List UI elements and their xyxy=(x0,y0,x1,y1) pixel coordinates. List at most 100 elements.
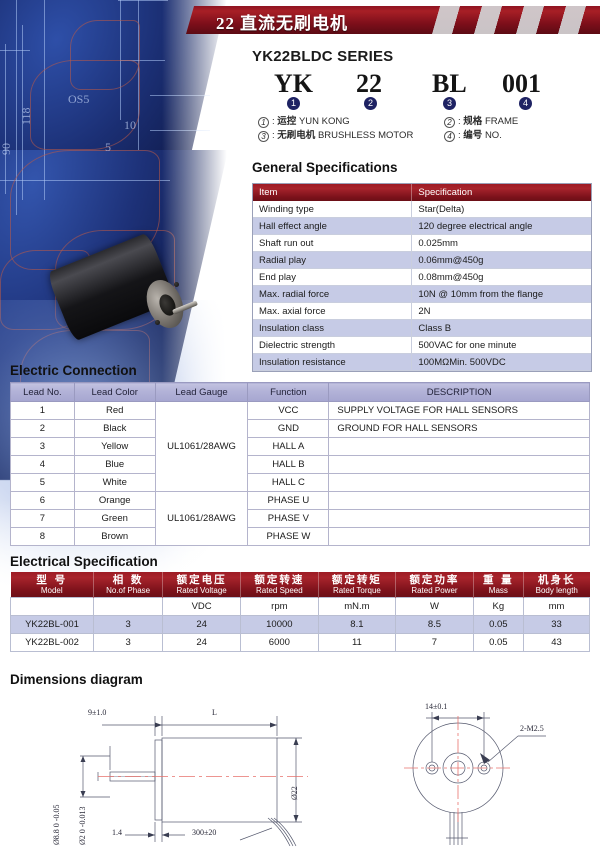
es-header-col-2: 额定电压 Rated Voltage xyxy=(162,572,242,598)
banner-stripes xyxy=(432,6,600,34)
es-cell-value: 3 xyxy=(93,633,164,653)
electrical-specification-table: 型 号 Model 相 数 No.of Phase 额定电压 Rated Voltage 额… xyxy=(9,572,591,653)
general-specifications-table: Item Specification Winding type Star(Delt… xyxy=(252,183,592,372)
dim-thread-spec: 2-M2.5 xyxy=(520,724,544,733)
es-cell-unit: mm xyxy=(522,597,591,617)
banner-title-text: 直流无刷电机 xyxy=(240,14,348,34)
ec-header-description: DESCRIPTION xyxy=(328,382,590,402)
series-header-block: YK22BLDC SERIES YK 1 22 2 BL 3 001 4 1: … xyxy=(252,48,600,145)
legend-number-1: 1 xyxy=(258,117,269,128)
ec-header-lead-no: Lead No. xyxy=(10,382,75,402)
series-name: YK22BLDC SERIES xyxy=(252,48,394,65)
table-row: 1 Red UL1061/28AWG VCC SUPPLY VOLTAGE FOR HA… xyxy=(10,401,590,492)
table-row: End play 0.08mm@450g xyxy=(253,268,591,286)
es-cell-value: 11 xyxy=(317,633,397,653)
part-segment-4: 001 xyxy=(502,69,541,98)
legend-cn-1: 运控 xyxy=(277,116,297,127)
part-marker-4: 4 xyxy=(519,97,532,110)
es-cell-unit xyxy=(9,597,95,617)
gs-cell-item: Dielectric strength xyxy=(253,336,412,354)
table-row: YK22BL-002 3 24 6000 11 7 0.05 43 xyxy=(9,633,591,653)
gs-cell-specification: 0.025mm xyxy=(411,234,591,252)
gs-cell-item: Hall effect angle xyxy=(253,217,412,235)
gs-cell-specification: 500VAC for one minute xyxy=(411,336,591,354)
legend-en-3: BRUSHLESS MOTOR xyxy=(317,130,414,141)
table-row: YK22BL-001 3 24 10000 8.1 8.5 0.05 33 xyxy=(9,615,591,635)
gs-cell-item: Winding type xyxy=(253,201,412,218)
gs-cell-item: Insulation class xyxy=(253,319,412,337)
front-view-drawing xyxy=(404,712,546,845)
table-row: Radial play 0.06mm@450g xyxy=(253,251,591,269)
gs-cell-specification: Class B xyxy=(411,319,591,337)
blueprint-line xyxy=(22,25,23,200)
dim-outer-diameter: Ø22 xyxy=(290,786,299,800)
es-header-en: Body length xyxy=(535,586,578,596)
banner-number: 22 xyxy=(216,14,235,33)
dim-hole-pitch: 14±0.1 xyxy=(425,702,448,711)
ec-cell-lead-color: White xyxy=(73,473,156,492)
gs-cell-specification: 0.08mm@450g xyxy=(411,268,591,286)
table-row: 5 White HALL C xyxy=(10,473,590,492)
legend-cn-2: 规格 xyxy=(463,116,483,127)
legend-cn-4: 编号 xyxy=(463,130,483,141)
table-row: Dielectric strength 500VAC for one minute xyxy=(253,336,591,354)
dim-flange-diameter: Ø8.8 0 -0.05 xyxy=(52,804,61,845)
dim-body-length: L xyxy=(212,708,217,717)
ec-cell-lead-color: Yellow xyxy=(73,437,156,456)
table-row: 4 Blue HALL B xyxy=(10,455,590,474)
table-header-row: Lead No. Lead Color Lead Gauge Function … xyxy=(10,382,590,402)
gs-cell-item: End play xyxy=(253,268,412,286)
table-row: Shaft run out 0.025mm xyxy=(253,234,591,252)
blueprint-line xyxy=(120,60,165,61)
gs-header-specification: Specification xyxy=(411,184,591,201)
banner-title: 22 直流无刷电机 xyxy=(216,9,348,34)
es-header-col-5: 额定功率 Rated Power xyxy=(395,572,474,598)
es-header-col-4: 额定转矩 Rated Torque xyxy=(318,572,397,598)
part-marker-2: 2 xyxy=(364,97,377,110)
legend-item-3: 3: 无刷电机 BRUSHLESS MOTOR xyxy=(258,127,413,142)
blueprint-line xyxy=(0,180,170,181)
ec-cell-function: PHASE V xyxy=(247,509,330,528)
table-row: 6 Orange UL1061/28AWG PHASE U xyxy=(10,491,590,546)
motor-screw-hole xyxy=(174,282,179,287)
ec-header-lead-color: Lead Color xyxy=(73,382,156,402)
blueprint-dim-10: 10 xyxy=(124,118,136,132)
ec-cell-lead-gauge: UL1061/28AWG xyxy=(154,401,249,492)
ec-cell-lead-gauge: UL1061/28AWG xyxy=(154,491,249,546)
table-unit-row: VDC rpm mN.m W Kg mm xyxy=(9,597,591,617)
es-cell-value: 33 xyxy=(522,615,591,635)
gs-cell-specification: 100MΩMin. 500VDC xyxy=(411,353,591,371)
dim-lead-length: 300±20 xyxy=(192,828,217,837)
gs-cell-item: Radial play xyxy=(253,251,412,269)
legend-number-4: 4 xyxy=(444,131,455,142)
es-header-cn: 额定电压 xyxy=(176,574,227,586)
es-cell-value: 6000 xyxy=(240,633,319,653)
es-cell-value: 8.1 xyxy=(317,615,397,635)
blueprint-line xyxy=(118,0,168,1)
table-header-row: 型 号 Model 相 数 No.of Phase 额定电压 Rated Voltage 额… xyxy=(10,572,590,598)
es-header-cn: 型 号 xyxy=(36,574,68,586)
dimensions-diagram-title: Dimensions diagram xyxy=(10,672,143,687)
ec-cell-lead-color: Green xyxy=(73,509,156,528)
ec-cell-function: PHASE U xyxy=(247,491,330,510)
dimension-front-view: 14±0.1 2-M2.5 xyxy=(340,700,590,849)
ec-cell-description: GROUND FOR HALL SENSORS xyxy=(328,419,590,438)
table-row: Insulation class Class B xyxy=(253,319,591,337)
blueprint-line xyxy=(5,44,6,194)
gs-cell-item: Max. radial force xyxy=(253,285,412,303)
blueprint-sketch xyxy=(70,20,140,90)
es-header-en: Mass xyxy=(488,586,508,596)
gs-cell-specification: 2N xyxy=(411,302,591,320)
table-row: Max. axial force 2N xyxy=(253,302,591,320)
es-cell-value: 10000 xyxy=(240,615,319,635)
ec-cell-lead-color: Black xyxy=(73,419,156,438)
legend-item-1: 1: 运控 YUN KONG xyxy=(258,113,350,128)
es-header-en: Rated Torque xyxy=(332,586,381,596)
es-header-en: No.of Phase xyxy=(106,586,151,596)
dim-shaft-length: 9±1.0 xyxy=(88,708,107,717)
table-row: Insulation resistance 100MΩMin. 500VDC xyxy=(253,353,591,371)
table-row: 2 Black GND GROUND FOR HALL SENSORS xyxy=(10,419,590,438)
es-cell-value: 7 xyxy=(395,633,474,653)
ec-cell-lead-color: Blue xyxy=(73,455,156,474)
es-cell-value: 0.05 xyxy=(472,633,524,653)
